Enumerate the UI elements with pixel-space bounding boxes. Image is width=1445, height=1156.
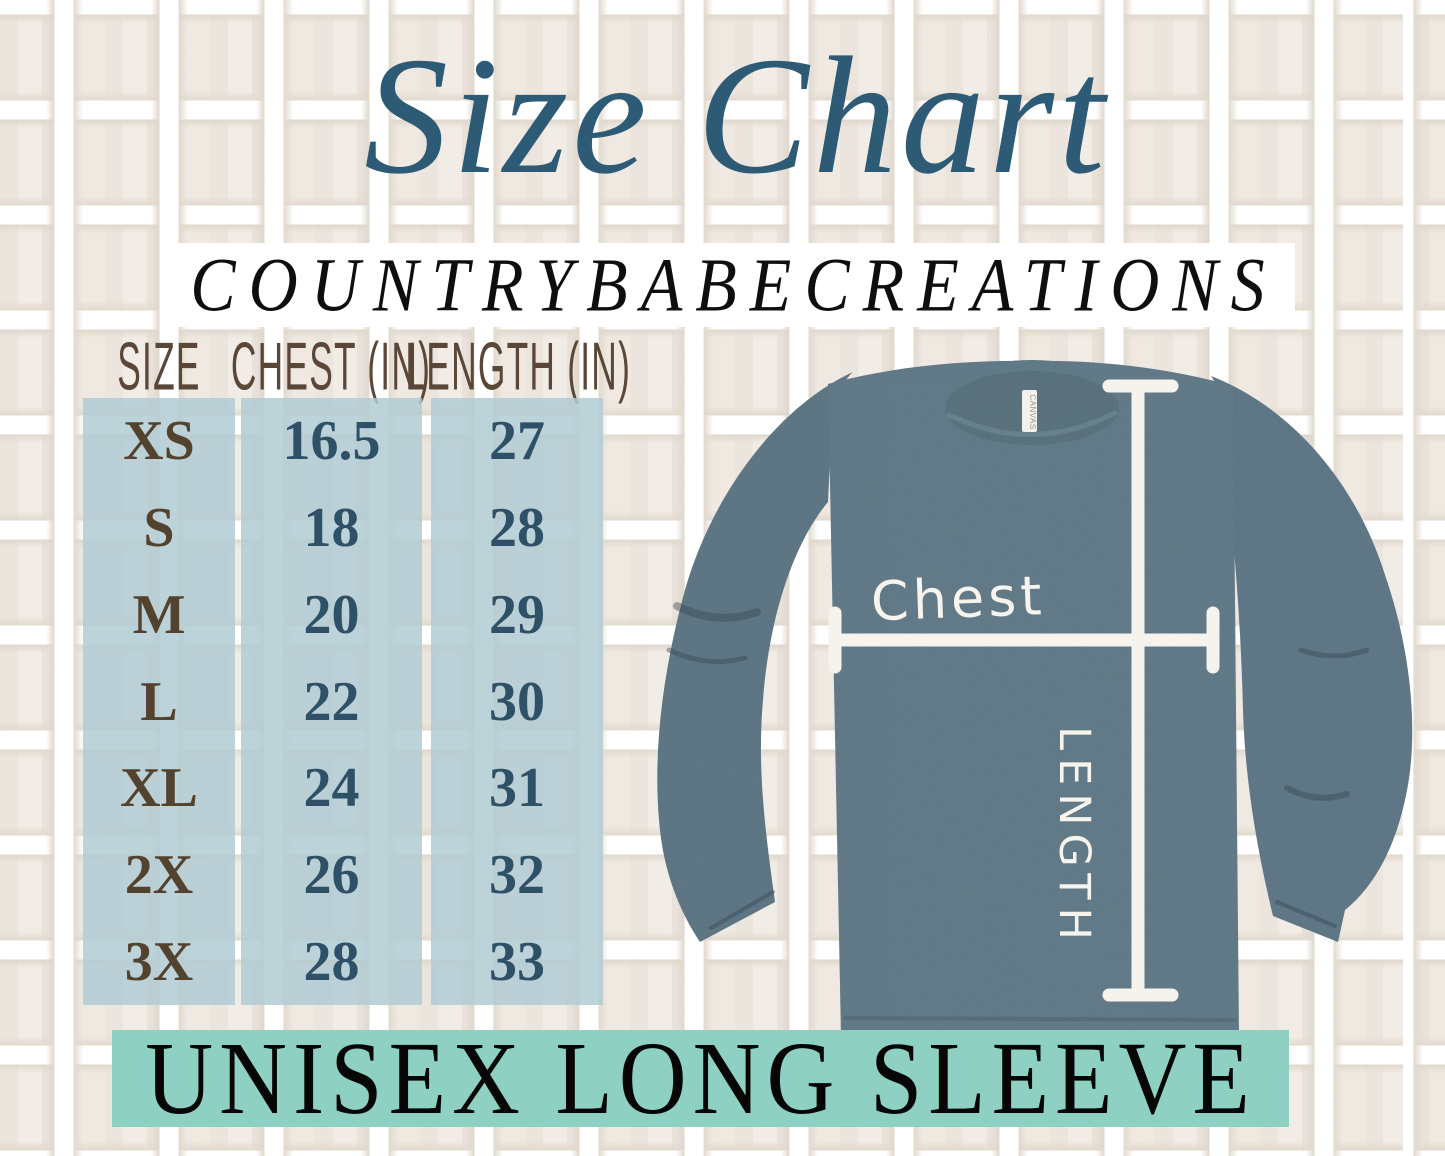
length-cell: 32 <box>489 843 545 906</box>
size-cell: 3X <box>124 930 194 993</box>
heather-texture <box>657 360 1413 1037</box>
col-header-chest: CHEST (IN) <box>230 329 432 405</box>
chest-column: 16.5 18 20 22 24 26 28 <box>241 398 422 1005</box>
chest-cell: 18 <box>303 497 360 560</box>
chest-cell: 22 <box>303 670 360 733</box>
length-cell: 30 <box>489 670 545 733</box>
size-cell: L <box>140 670 178 733</box>
length-cell: 28 <box>489 497 545 560</box>
size-cell: 2X <box>124 843 194 906</box>
size-column: XS S M L XL 2X 3X <box>83 398 235 1005</box>
chest-cell: 28 <box>303 930 360 993</box>
col-header-size: SIZE <box>117 329 201 405</box>
size-cell: M <box>132 583 186 646</box>
col-header-length: LENGTH (IN) <box>405 329 632 405</box>
brand-name: COUNTRYBABECREATIONS <box>190 241 1278 327</box>
length-column: 27 28 29 30 31 32 33 <box>431 398 603 1005</box>
neck-tag-label: CANVAS <box>1028 394 1037 429</box>
page-title: Size Chart <box>364 23 1109 209</box>
table-body: XS S M L XL 2X 3X 16.5 18 20 22 24 26 28… <box>83 398 603 1005</box>
chest-cell: 16.5 <box>282 410 381 473</box>
product-type-label: UNISEX LONG SLEEVE <box>145 1021 1256 1136</box>
length-cell: 29 <box>489 583 545 646</box>
chest-cell: 24 <box>303 757 360 820</box>
chest-cell: 26 <box>303 843 360 906</box>
chest-label: Chest <box>870 564 1047 633</box>
table-header-row: SIZE CHEST (IN) LENGTH (IN) <box>83 333 630 401</box>
length-cell: 27 <box>489 410 545 473</box>
size-cell: XL <box>120 757 198 820</box>
size-table: SIZE CHEST (IN) LENGTH (IN) XS S M L XL … <box>83 333 630 1005</box>
length-label: LENGTH <box>1049 726 1099 948</box>
length-cell: 31 <box>489 757 545 820</box>
neck-tag <box>1022 390 1037 432</box>
product-type-banner: UNISEX LONG SLEEVE <box>112 1021 1289 1136</box>
brand-banner: COUNTRYBABECREATIONS <box>173 241 1295 327</box>
size-cell: S <box>143 497 175 560</box>
shirt-mockup: CANVAS Chest LENGTH <box>657 360 1413 1037</box>
size-cell: XS <box>123 410 195 473</box>
length-cell: 33 <box>489 930 545 993</box>
chest-cell: 20 <box>303 583 360 646</box>
